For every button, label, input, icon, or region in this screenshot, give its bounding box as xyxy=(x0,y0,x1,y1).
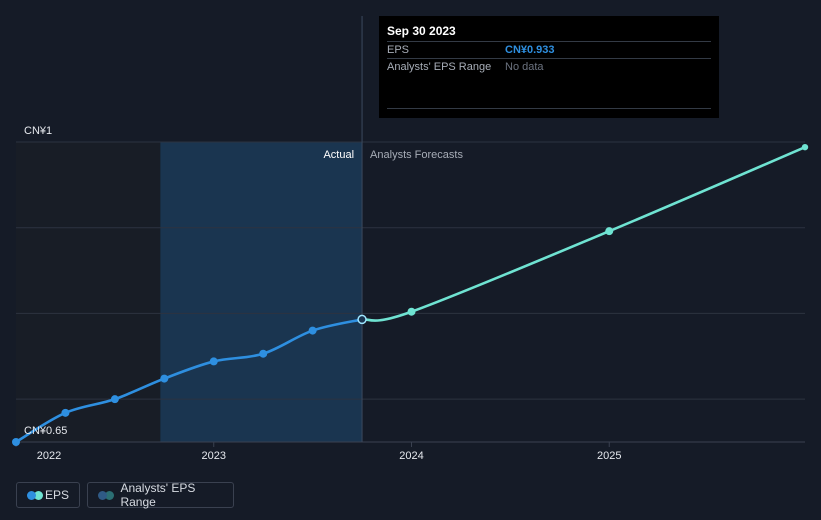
legend-eps-label: EPS xyxy=(44,488,69,502)
past-region xyxy=(16,142,161,442)
x-tick-label: 2023 xyxy=(202,450,226,462)
y-label-bottom: CN¥0.65 xyxy=(24,425,67,437)
actual-point xyxy=(308,326,317,335)
forecast-point xyxy=(407,307,416,316)
actual-point xyxy=(209,357,218,366)
tooltip: Sep 30 2023 EPS CN¥0.933 Analysts' EPS R… xyxy=(379,16,719,118)
tooltip-divider xyxy=(387,108,711,109)
x-tick-label: 2024 xyxy=(399,450,423,462)
eps-actual-line xyxy=(14,318,364,444)
tooltip-range-row: Analysts' EPS Range No data xyxy=(387,58,711,76)
forecast-point xyxy=(801,143,809,151)
eps-forecast-line xyxy=(360,145,807,322)
actual-label: Actual xyxy=(323,149,354,161)
forecast-point xyxy=(605,227,614,236)
range-legend-icon xyxy=(98,490,114,500)
y-label-top: CN¥1 xyxy=(24,125,52,137)
tooltip-range-value: No data xyxy=(505,61,544,73)
actual-point xyxy=(61,408,70,417)
legend-eps-button[interactable]: EPS xyxy=(16,482,80,508)
x-tick-label: 2022 xyxy=(37,450,61,462)
x-tick-label: 2025 xyxy=(597,450,621,462)
tooltip-eps-label: EPS xyxy=(387,44,410,56)
tooltip-eps-value: CN¥0.933 xyxy=(505,44,555,56)
tooltip-range-label: Analysts' EPS Range xyxy=(387,61,492,73)
actual-point xyxy=(110,395,119,404)
forecast-label: Analysts Forecasts xyxy=(370,149,463,161)
legend-range-label: Analysts' EPS Range xyxy=(120,481,196,509)
selected-point xyxy=(357,314,367,325)
tooltip-eps-row: EPS CN¥0.933 xyxy=(387,41,711,59)
legend-range-button[interactable]: Analysts' EPS Range xyxy=(87,481,234,509)
actual-point xyxy=(160,374,169,383)
actual-point xyxy=(259,349,268,358)
tooltip-date: Sep 30 2023 xyxy=(387,24,456,38)
eps-legend-icon xyxy=(27,490,43,500)
highlight-region xyxy=(160,142,363,442)
actual-point xyxy=(12,438,20,446)
